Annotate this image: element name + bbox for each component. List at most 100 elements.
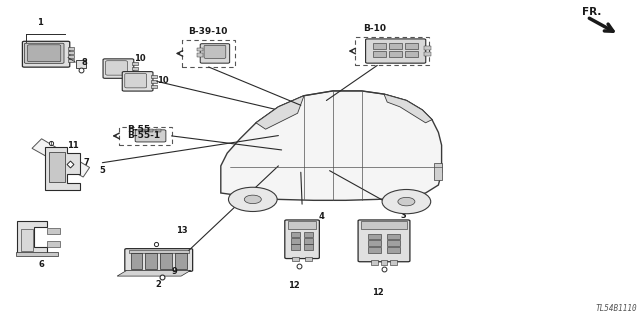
Text: 10: 10	[157, 76, 168, 85]
Bar	[140, 129, 145, 132]
FancyBboxPatch shape	[125, 73, 147, 88]
FancyBboxPatch shape	[22, 41, 70, 67]
Bar	[381, 260, 387, 265]
Text: TL54B1110: TL54B1110	[595, 304, 637, 313]
Bar	[373, 43, 386, 49]
FancyBboxPatch shape	[285, 220, 319, 258]
Polygon shape	[221, 91, 442, 200]
Bar	[175, 253, 187, 269]
Bar	[390, 260, 397, 265]
Bar	[119, 127, 172, 145]
Bar	[161, 253, 172, 269]
Bar	[304, 244, 313, 250]
Bar	[361, 221, 407, 229]
Bar	[16, 252, 58, 256]
Bar	[197, 48, 203, 51]
Bar	[405, 51, 418, 57]
Bar	[47, 241, 60, 247]
Circle shape	[398, 197, 415, 206]
Text: 8: 8	[82, 58, 88, 67]
Circle shape	[228, 187, 277, 211]
FancyBboxPatch shape	[200, 44, 230, 63]
Text: B-39-10: B-39-10	[188, 27, 228, 36]
Polygon shape	[32, 139, 90, 177]
Text: FR.: FR.	[582, 7, 601, 17]
Bar	[132, 67, 138, 70]
FancyBboxPatch shape	[204, 45, 226, 58]
Circle shape	[382, 189, 431, 214]
Bar	[47, 228, 60, 234]
Text: B-55: B-55	[127, 125, 150, 134]
Bar	[387, 234, 400, 239]
Text: 12: 12	[372, 288, 383, 297]
Text: 6: 6	[38, 260, 45, 269]
Bar	[291, 232, 300, 237]
Text: 4: 4	[319, 212, 324, 221]
Bar	[148, 129, 153, 132]
Bar	[291, 238, 300, 244]
FancyBboxPatch shape	[125, 249, 193, 271]
FancyBboxPatch shape	[365, 39, 426, 63]
FancyBboxPatch shape	[106, 61, 127, 75]
Text: 7: 7	[83, 158, 89, 167]
Text: 11: 11	[67, 141, 79, 150]
FancyBboxPatch shape	[135, 130, 166, 142]
Bar	[387, 247, 400, 253]
Bar	[21, 229, 33, 251]
Text: 1: 1	[37, 18, 44, 27]
Bar	[434, 163, 442, 180]
Text: 2: 2	[156, 280, 162, 289]
Text: B-55-1: B-55-1	[127, 131, 160, 140]
Bar	[405, 43, 418, 49]
Bar	[389, 51, 402, 57]
Bar	[387, 240, 400, 246]
Polygon shape	[117, 271, 191, 276]
Bar	[304, 232, 313, 237]
Bar	[304, 238, 313, 244]
Bar	[197, 54, 203, 57]
Bar	[389, 43, 402, 49]
Bar	[424, 52, 431, 56]
Bar	[129, 249, 189, 253]
Bar	[368, 234, 381, 239]
FancyBboxPatch shape	[122, 71, 153, 91]
Bar	[145, 253, 157, 269]
Text: 12: 12	[289, 281, 300, 290]
Bar	[355, 37, 429, 65]
Text: 3: 3	[400, 211, 406, 220]
Bar	[182, 40, 235, 67]
Polygon shape	[256, 96, 304, 129]
Bar	[288, 221, 316, 229]
Bar	[49, 152, 65, 182]
Bar	[68, 59, 74, 62]
Bar	[76, 60, 86, 68]
Bar	[132, 62, 138, 65]
Bar	[132, 72, 138, 75]
Bar	[305, 257, 312, 262]
Polygon shape	[45, 147, 80, 190]
Bar	[131, 253, 142, 269]
FancyBboxPatch shape	[28, 45, 61, 62]
FancyBboxPatch shape	[358, 220, 410, 262]
Polygon shape	[17, 221, 47, 253]
Bar	[368, 240, 381, 246]
Text: 13: 13	[176, 226, 188, 235]
Bar	[68, 51, 74, 54]
Text: B-10: B-10	[363, 24, 386, 33]
Polygon shape	[384, 94, 432, 123]
Bar	[68, 55, 74, 58]
Bar	[424, 46, 431, 50]
Text: 9: 9	[172, 267, 177, 276]
Bar	[156, 129, 161, 132]
Text: 10: 10	[134, 54, 146, 63]
Bar	[151, 85, 157, 88]
Bar	[371, 260, 378, 265]
Bar	[68, 47, 74, 50]
Bar	[292, 257, 299, 262]
Bar	[291, 244, 300, 250]
Bar	[151, 75, 157, 78]
Bar	[151, 80, 157, 83]
Bar	[373, 51, 386, 57]
FancyBboxPatch shape	[103, 59, 134, 78]
Bar	[368, 247, 381, 253]
